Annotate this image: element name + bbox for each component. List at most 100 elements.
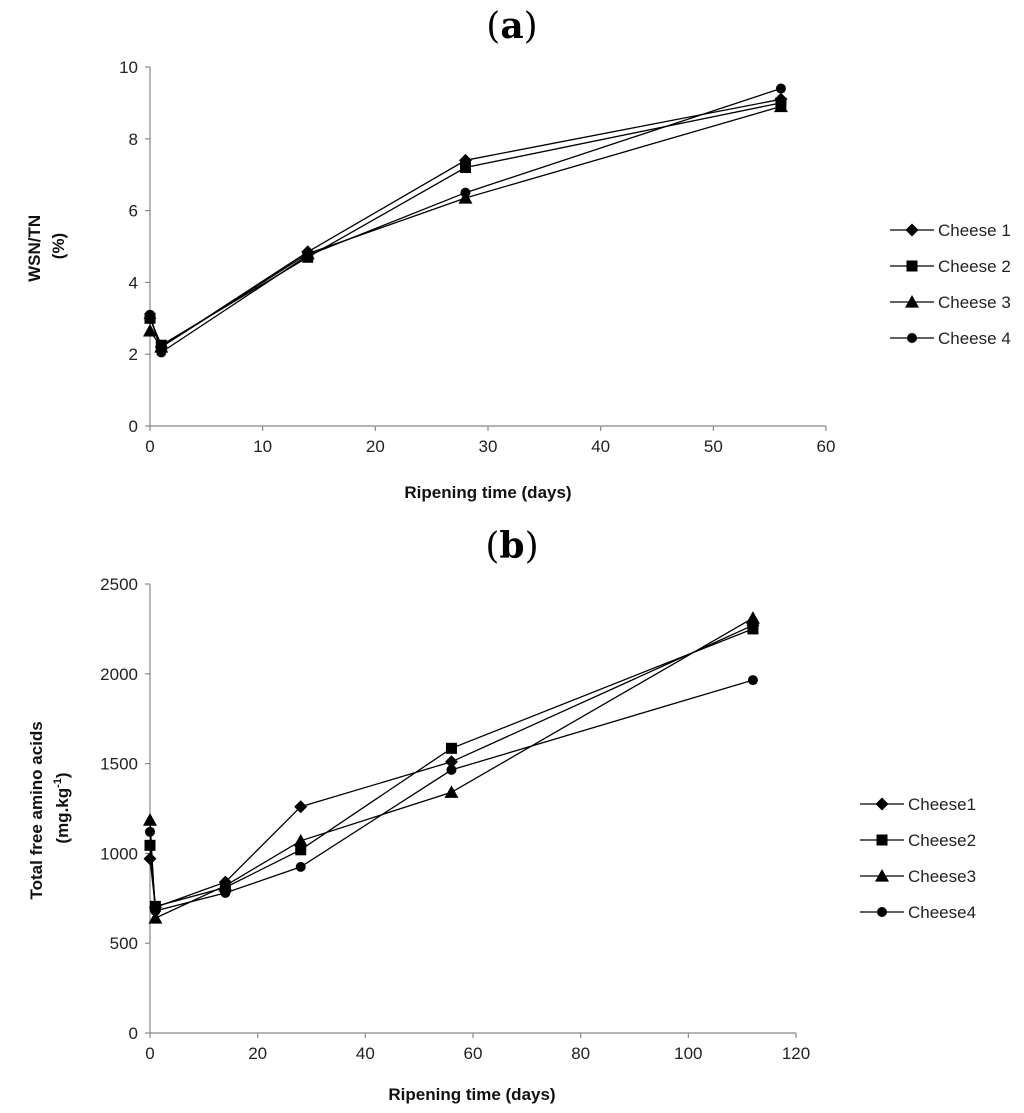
panel-b-legend-item: Cheese2 [860,831,976,850]
panel-b-x-tick-label: 0 [145,1044,154,1063]
panel-a-x-tick-label: 20 [366,437,385,456]
panel-a-x-ticks: 0 10 20 30 40 50 60 [145,426,835,456]
panel-a-data-point [145,309,155,320]
panel-b-data-point [747,675,758,686]
panel-a-legend-item: Cheese 4 [890,329,1011,348]
panel-a-x-tick-label: 40 [591,437,610,456]
panel-b-legend-label: Cheese3 [908,867,976,886]
panel-a-y-tick-label: 0 [129,417,138,436]
panel-a-y-tick-label: 2 [129,345,138,364]
panel-a-y-axis-title: WSN/TN (%) [25,210,68,282]
panel-b-x-tick-label: 80 [571,1044,590,1063]
panel-b-x-tick-label: 100 [674,1044,702,1063]
panel-b-y-tick-label: 0 [129,1024,138,1043]
panel-b-data-point [295,861,306,872]
panel-b-x-tick-label: 40 [356,1044,375,1063]
panel-b-legend-marker [876,834,888,846]
panel-a-series [143,83,788,358]
panel-a-series-2 [144,97,787,351]
panel-b-x-ticks: 0 20 40 60 80 100 120 [145,1033,810,1063]
panel-b-x-axis-title: Ripening time (days) [388,1085,555,1104]
panel-b-data-point [144,839,156,851]
panel-b-data-point [220,887,231,898]
panel-a-y-tick-label: 6 [129,202,138,221]
panel-a-series-3 [143,99,788,353]
panel-a-x-tick-label: 60 [817,437,836,456]
panel-b-legend-label: Cheese4 [908,903,976,922]
panel-b-legend-item: Cheese3 [860,867,976,886]
panel-a-legend-marker [906,260,918,272]
panel-b-series-line [149,679,754,912]
panel-a-legend-marker [907,333,917,343]
panel-a-legend-item: Cheese 2 [890,257,1011,276]
panel-b-legend-item: Cheese1 [860,795,976,814]
panel-a-x-tick-label: 50 [704,437,723,456]
panel-b-x-tick-label: 60 [464,1044,483,1063]
panel-a-legend-label: Cheese 2 [938,257,1011,276]
panel-a-series-line [149,98,782,348]
panel-a-legend-item: Cheese 3 [890,293,1011,312]
panel-a-y-ticks: 0 2 4 6 8 10 [119,58,150,436]
panel-b-data-point [444,755,458,769]
panel-b-data-point [143,852,157,866]
panel-a-y-tick-label: 10 [119,58,138,77]
panel-b-label: (b) [485,525,538,567]
panel-a: (a) 0 2 4 6 8 10 0 10 20 30 40 50 60 Ripening time … [25,5,1011,502]
panel-b-data-point [145,826,155,837]
panel-a-series-line [149,105,782,348]
panel-a-legend-item: Cheese 1 [890,221,1011,240]
panel-b-data-point [294,800,308,814]
panel-a-data-point [775,83,786,94]
panel-b-data-point [148,911,163,924]
panel-a-x-tick-label: 10 [253,437,272,456]
panel-a-data-point [302,250,313,261]
panel-b-data-point [745,611,760,624]
panel-b-data-point [444,785,459,798]
panel-a-x-axis-title: Ripening time (days) [404,483,571,502]
panel-b-data-point [295,844,307,856]
panel-b-y-tick-label: 1500 [100,755,138,774]
panel-b-legend-marker [875,869,889,882]
panel-a-legend-label: Cheese 4 [938,329,1011,348]
panel-b-y-tick-label: 500 [110,934,138,953]
panel-a-label: (a) [486,5,537,47]
panel-b-legend: Cheese1 Cheese2 Cheese3 Cheese4 [860,795,976,922]
panel-a-legend-marker [905,223,919,237]
panel-a-data-point [773,99,788,113]
panel-a-x-tick-label: 30 [479,437,498,456]
panel-b-data-point [150,905,161,916]
panel-b-y-ticks: 0 500 1000 1500 2000 2500 [100,575,150,1043]
panel-b-data-point [747,623,759,635]
panel-a-data-point [459,162,471,174]
panel-b-series-4 [145,675,758,916]
panel-b-legend-item: Cheese4 [860,903,976,922]
panel-b-x-tick-label: 120 [782,1044,810,1063]
panel-a-y-tick-label: 4 [129,273,138,292]
panel-b-legend-marker [877,907,887,917]
panel-a-x-tick-label: 0 [145,437,154,456]
panel-b-y-tick-label: 2500 [100,575,138,594]
panel-a-series-1 [143,92,788,354]
panel-a-legend-marker [905,295,919,308]
panel-b-y-tick-label: 1000 [100,844,138,863]
panel-b-series [143,611,760,924]
panel-b-y-tick-label: 2000 [100,665,138,684]
panel-b-data-point [293,833,308,847]
panel-a-y-tick-label: 8 [129,130,138,149]
panel-a-legend-label: Cheese 3 [938,293,1011,312]
panel-b-data-point [445,742,457,754]
panel-a-data-point [143,323,157,337]
panel-a-series-line [149,87,782,354]
panel-a-data-point [460,187,471,198]
panel-b-data-point [143,813,157,826]
panel-a-legend-label: Cheese 1 [938,221,1011,240]
panel-a-data-point [156,347,167,358]
panel-b: (b) 0 500 1000 1500 2000 2500 0 20 40 60 80 100 120… [27,525,976,1104]
panel-b-legend-label: Cheese1 [908,795,976,814]
panel-a-legend: Cheese 1 Cheese 2 Cheese 3 Cheese 4 [890,221,1011,348]
panel-b-x-tick-label: 20 [248,1044,267,1063]
panel-b-data-point [218,878,233,892]
panel-b-data-point [446,764,457,775]
panel-a-series-4 [145,83,786,358]
